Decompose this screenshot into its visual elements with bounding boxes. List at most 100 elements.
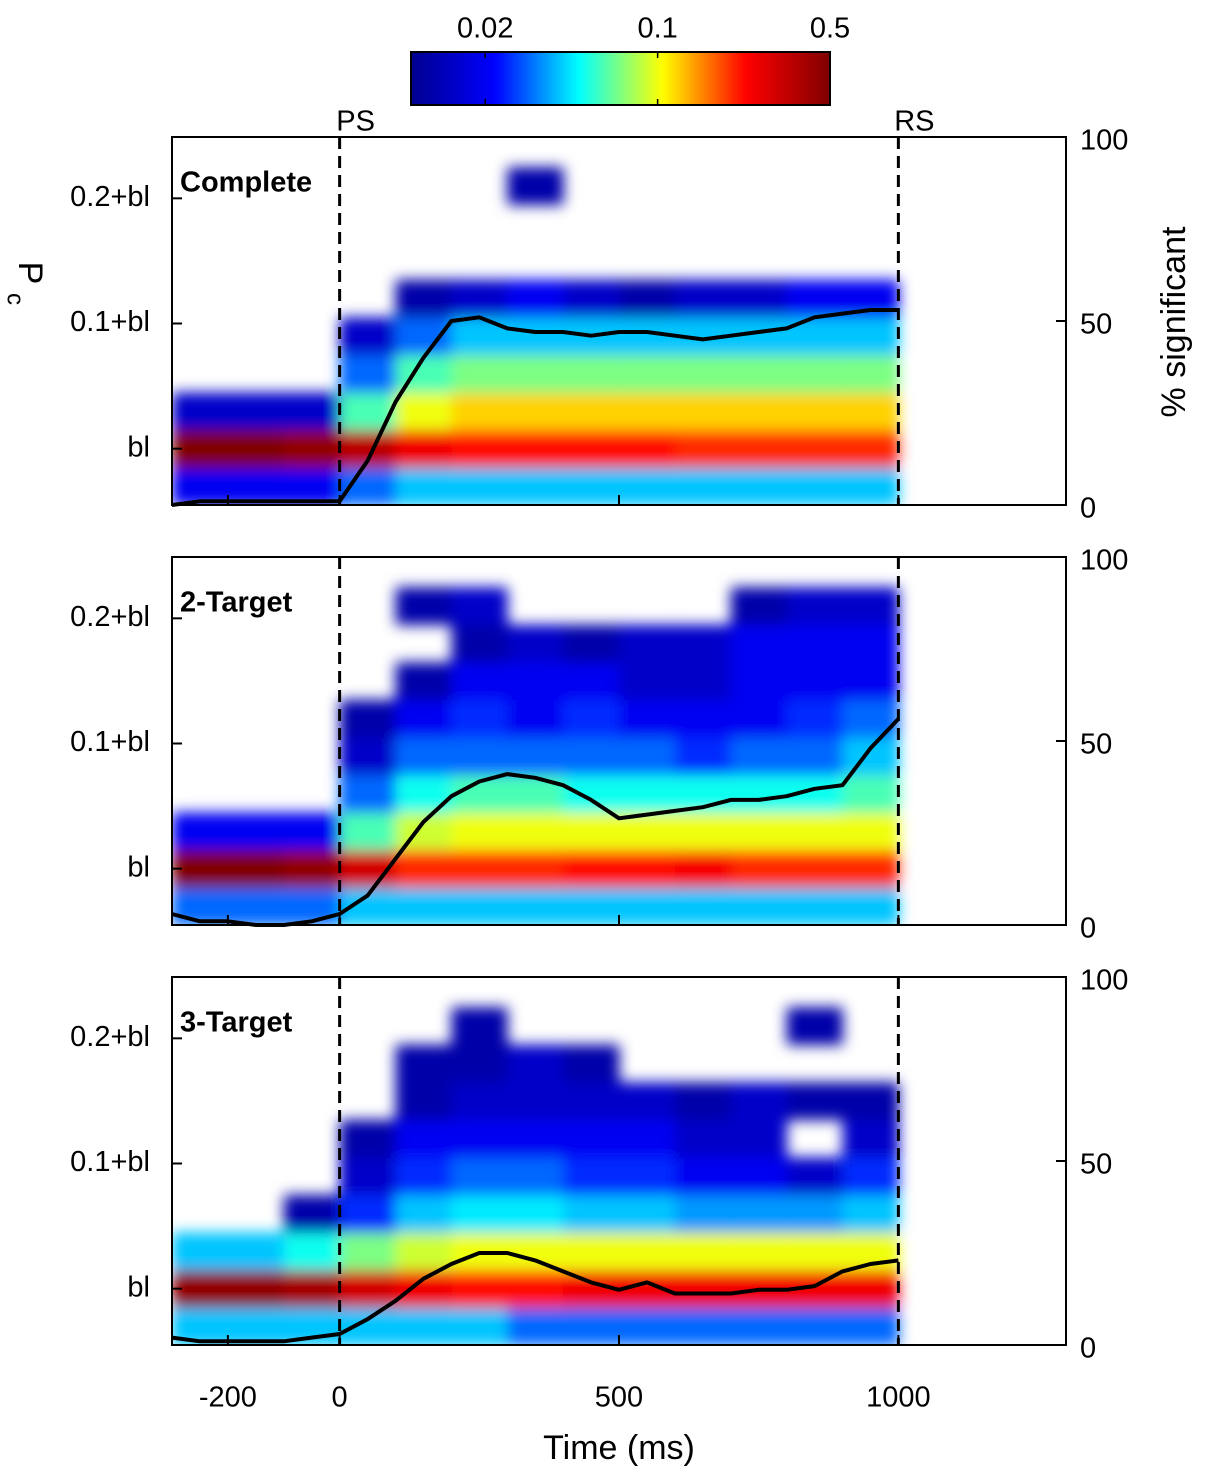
heatmap-cell: [619, 1082, 676, 1121]
colorbar-strip: [629, 52, 634, 105]
heatmap-cell: [674, 1307, 732, 1345]
heatmap-cell: [619, 1307, 676, 1345]
heatmap-cell: [786, 354, 843, 393]
y2-tick-label: 50: [1080, 729, 1112, 761]
heatmap-cell: [451, 1082, 508, 1121]
colorbar-strip: [743, 52, 747, 105]
heatmap-cell: [283, 849, 341, 888]
colorbar-strip: [521, 52, 526, 105]
heatmap-cell: [730, 1082, 788, 1121]
colorbar-strip: [590, 52, 595, 105]
colorbar-strip: [728, 52, 732, 105]
colorbar-strip: [818, 52, 822, 105]
significance-line: [171, 1251, 899, 1344]
colorbar-strip: [479, 52, 484, 105]
colorbar-strip: [665, 52, 669, 105]
colorbar-tick-label: 0.1: [637, 13, 677, 45]
panel-label: Complete: [180, 167, 312, 199]
heatmap-cell: [451, 1307, 508, 1345]
colorbar-strip: [782, 52, 786, 105]
heatmap-cell: [842, 1194, 899, 1233]
colorbar-strip: [473, 52, 478, 105]
heatmap-cell: [227, 1232, 285, 1271]
heatmap-cell: [674, 624, 732, 663]
colorbar-strip: [602, 52, 607, 105]
heatmap-cell: [674, 812, 732, 851]
heatmap-cell: [563, 699, 620, 738]
colorbar-strip: [455, 52, 460, 105]
heatmap-cell: [674, 849, 732, 888]
heatmap-cell: [786, 392, 843, 431]
colorbar-strip: [758, 52, 762, 105]
heatmap-cell: [227, 887, 285, 925]
colorbar-strip: [545, 52, 550, 105]
colorbar-strip: [695, 52, 699, 105]
colorbar-strip: [458, 52, 463, 105]
colorbar-strip: [551, 52, 556, 105]
y-tick-label: 0.1+bl: [70, 1146, 150, 1178]
heatmap-cell: [507, 429, 564, 468]
heatmap-cell: [507, 1157, 564, 1196]
colorbar-strip: [617, 52, 622, 105]
heatmap-cell: [339, 699, 396, 738]
colorbar-strip: [536, 52, 541, 105]
heatmap-cell: [674, 429, 732, 468]
x-tick-label: 500: [595, 1382, 643, 1414]
heatmap-cell: [674, 1232, 732, 1271]
heatmap-cell: [563, 354, 620, 393]
colorbar-strip: [506, 52, 511, 105]
colorbar-strip: [635, 52, 640, 105]
heatmap-cell: [619, 1119, 676, 1158]
colorbar-strip: [806, 52, 810, 105]
colorbar-strip: [485, 52, 490, 105]
heatmap-cell: [395, 1157, 452, 1196]
heatmap-cell: [842, 662, 899, 701]
heatmap-cell: [730, 737, 788, 776]
colorbar-strip: [611, 52, 616, 105]
heatmap-cell: [451, 1194, 508, 1233]
heatmap-cell: [507, 774, 564, 813]
heatmap-cell: [395, 279, 452, 318]
colorbar-strip: [446, 52, 451, 105]
colorbar-strip: [509, 52, 514, 105]
heatmap-cell: [451, 392, 508, 431]
heatmap-cell: [507, 1194, 564, 1233]
heatmap-cell: [451, 887, 508, 925]
heatmap-cell: [619, 624, 676, 663]
significance-line: [171, 308, 899, 507]
heatmap-cell: [730, 467, 788, 505]
heatmap-cell: [730, 662, 788, 701]
heatmap-cell: [842, 774, 899, 813]
colorbar-strip: [593, 52, 598, 105]
heatmap-cell: [730, 354, 788, 393]
colorbar-strip: [605, 52, 610, 105]
colorbar-strip: [659, 52, 663, 105]
heatmap-cell: [842, 1119, 899, 1158]
colorbar-strip: [527, 52, 532, 105]
y-label-main: P: [11, 262, 49, 285]
colorbar-strip: [686, 52, 690, 105]
heatmap-cell: [451, 1044, 508, 1083]
heatmap-cell: [395, 1307, 452, 1345]
colorbar-strip: [539, 52, 544, 105]
y-tick-label: bl: [127, 431, 150, 463]
colorbar-strip: [437, 52, 442, 105]
heatmap-cell: [451, 737, 508, 776]
colorbar-strip: [416, 52, 421, 105]
colorbar-tick-label: 0.5: [810, 13, 850, 45]
heatmap-cell: [395, 1119, 452, 1158]
colorbar-strip: [512, 52, 517, 105]
colorbar-strip: [560, 52, 565, 105]
x-tick-label: -200: [199, 1382, 257, 1414]
colorbar-strip: [533, 52, 538, 105]
heatmap-cell: [842, 1269, 899, 1308]
colorbar-strip: [722, 52, 726, 105]
heatmap-cell: [842, 354, 899, 393]
colorbar-strip: [461, 52, 466, 105]
y2-tick-label: 100: [1080, 545, 1128, 577]
colorbar-strip: [530, 52, 535, 105]
heatmap-cell: [619, 887, 676, 925]
heatmap-cell: [451, 812, 508, 851]
panel-label: 2-Target: [180, 587, 293, 619]
